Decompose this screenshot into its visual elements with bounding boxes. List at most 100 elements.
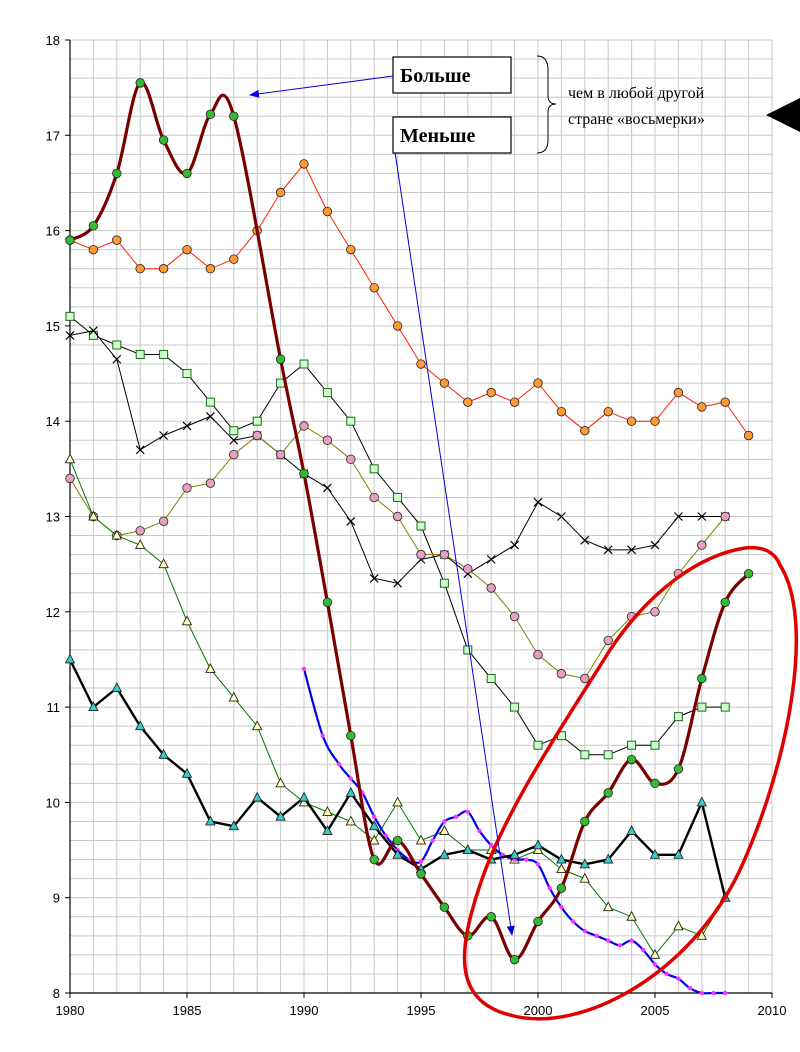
data-point xyxy=(322,483,332,493)
y-tick-label: 12 xyxy=(46,605,60,620)
data-point xyxy=(649,848,661,859)
data-point xyxy=(134,720,146,731)
data-point xyxy=(463,645,473,655)
data-point xyxy=(532,839,544,850)
data-point xyxy=(439,825,450,835)
data-point xyxy=(229,426,239,436)
data-point xyxy=(533,497,543,507)
data-point xyxy=(159,349,169,359)
data-point xyxy=(182,421,192,431)
note-line-1: чем в любой другой xyxy=(568,85,705,102)
data-point xyxy=(416,521,426,531)
data-point xyxy=(462,844,474,854)
data-point xyxy=(299,421,309,431)
data-point xyxy=(617,943,623,948)
data-point xyxy=(64,453,76,464)
data-point xyxy=(322,825,333,835)
data-point xyxy=(673,712,683,722)
data-point xyxy=(486,387,496,398)
data-point xyxy=(509,611,520,622)
data-point xyxy=(696,796,708,807)
data-point xyxy=(251,720,263,731)
data-point xyxy=(158,264,169,274)
data-point xyxy=(135,445,145,455)
data-point xyxy=(720,702,730,712)
data-point xyxy=(580,426,590,436)
data-point xyxy=(275,187,286,198)
data-point xyxy=(275,810,286,821)
data-point xyxy=(650,740,660,750)
data-point xyxy=(626,754,637,765)
x-tick-label: 1980 xyxy=(56,1003,85,1018)
data-point xyxy=(711,990,716,996)
data-point xyxy=(135,264,145,274)
data-point xyxy=(392,321,403,331)
data-point xyxy=(392,511,403,522)
data-point xyxy=(65,331,75,340)
data-point xyxy=(368,820,380,831)
curly-brace xyxy=(536,55,557,154)
y-tick-label: 8 xyxy=(53,986,60,1001)
data-point xyxy=(346,454,356,465)
data-point xyxy=(673,920,684,931)
y-tick-label: 16 xyxy=(46,224,60,239)
data-point xyxy=(112,235,122,245)
data-point xyxy=(650,540,660,550)
data-point xyxy=(556,669,567,679)
x-tick-label: 1990 xyxy=(290,1003,319,1018)
data-point xyxy=(275,354,286,364)
data-point xyxy=(697,673,707,684)
y-tick-label: 14 xyxy=(46,414,60,429)
data-point xyxy=(392,835,403,846)
data-point xyxy=(697,540,707,550)
data-point xyxy=(135,78,145,88)
data-point xyxy=(556,863,567,874)
data-point xyxy=(697,402,707,412)
data-point xyxy=(602,853,614,864)
data-point xyxy=(298,791,310,802)
data-point xyxy=(580,750,590,760)
data-point xyxy=(229,449,239,460)
highlight-ellipse xyxy=(462,545,799,1021)
data-point xyxy=(580,535,590,545)
data-point xyxy=(626,910,637,921)
data-point xyxy=(699,990,704,996)
data-point xyxy=(652,962,658,967)
data-point xyxy=(463,564,473,574)
data-point xyxy=(533,916,543,927)
data-point xyxy=(489,843,494,848)
data-point xyxy=(439,378,450,388)
data-point xyxy=(430,838,435,843)
data-point xyxy=(65,235,75,245)
data-point xyxy=(453,814,459,819)
data-point xyxy=(439,549,450,560)
data-point xyxy=(299,468,309,479)
series-0 xyxy=(65,78,754,965)
data-point xyxy=(673,512,683,521)
data-point xyxy=(556,406,567,417)
data-point xyxy=(346,516,356,526)
data-point xyxy=(346,416,356,426)
data-point xyxy=(579,858,591,869)
data-point xyxy=(629,938,634,943)
data-point xyxy=(301,666,307,672)
data-point xyxy=(547,885,552,891)
data-point xyxy=(650,416,660,426)
data-point xyxy=(112,340,122,350)
data-point xyxy=(416,549,426,560)
data-point xyxy=(486,674,496,684)
data-point xyxy=(64,653,76,664)
data-point xyxy=(112,354,122,364)
data-point xyxy=(88,221,99,231)
data-point xyxy=(533,649,543,660)
data-point xyxy=(416,869,426,879)
data-point xyxy=(159,431,169,440)
note-line-2: стране «восьмерки» xyxy=(568,111,705,128)
data-point xyxy=(673,764,684,774)
data-point xyxy=(205,109,216,120)
data-point xyxy=(626,416,637,426)
data-point xyxy=(205,478,216,488)
data-point xyxy=(602,901,614,912)
x-tick-label: 2000 xyxy=(524,1003,553,1018)
data-point xyxy=(369,464,379,474)
